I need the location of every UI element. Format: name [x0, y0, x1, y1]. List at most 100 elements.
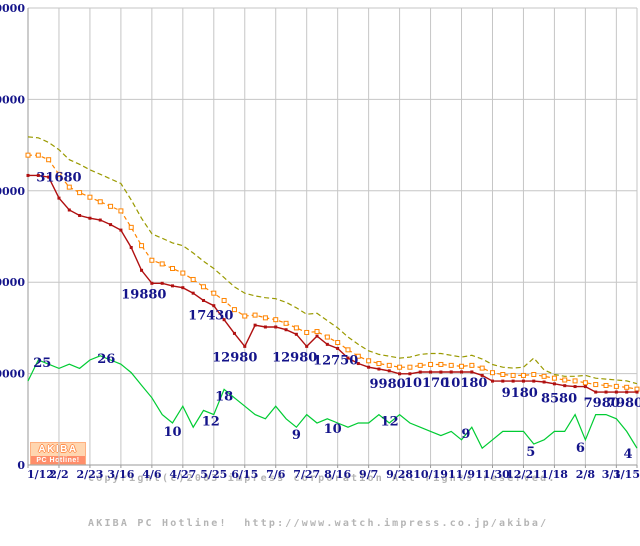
lowest-price-value-label: 17430 — [188, 309, 233, 324]
lowest-price-marker — [532, 379, 536, 383]
average-price-marker — [314, 329, 320, 335]
lowest-price-marker — [325, 342, 329, 346]
x-axis-label: 4/27 — [169, 468, 196, 480]
average-price-marker — [469, 362, 475, 368]
average-price-marker — [448, 362, 454, 368]
x-axis-label: 6/15 — [231, 468, 258, 480]
average-price-marker — [97, 199, 103, 205]
average-price-marker — [500, 372, 506, 378]
average-price-marker — [386, 362, 392, 368]
lowest-price-marker — [88, 216, 92, 220]
lowest-price-marker — [552, 382, 556, 386]
y-axis-label: 20000 — [0, 276, 25, 289]
lowest-price-value-label: 31680 — [36, 170, 81, 185]
x-axis-label: 1/12 — [27, 468, 54, 480]
average-price-marker — [262, 315, 268, 321]
lowest-price-marker — [625, 390, 629, 394]
lowest-price-marker — [67, 208, 71, 212]
average-price-marker — [273, 317, 279, 323]
lowest-price-marker — [521, 379, 525, 383]
average-price-marker — [613, 383, 619, 389]
x-axis-label: 9/28 — [386, 468, 413, 480]
average-price-marker — [520, 372, 526, 378]
x-axis-label: 7/27 — [293, 468, 320, 480]
lowest-price-marker — [243, 344, 247, 348]
lowest-price-marker — [274, 325, 278, 329]
lowest-price-marker — [171, 284, 175, 288]
average-price-marker — [397, 364, 403, 370]
average-price-marker — [293, 325, 299, 331]
shop-count-value-label: 4 — [623, 447, 632, 462]
lowest-price-marker — [563, 384, 567, 388]
average-price-marker — [77, 190, 83, 196]
y-axis-label: 30000 — [0, 185, 25, 198]
average-price-marker — [376, 361, 382, 367]
average-price-marker — [190, 276, 196, 282]
lowest-price-marker — [263, 325, 267, 329]
lowest-price-marker — [26, 173, 30, 177]
average-price-marker — [149, 257, 155, 263]
average-price-marker — [531, 372, 537, 378]
x-axis-label: 2/8 — [576, 468, 596, 480]
lowest-price-marker — [119, 228, 123, 232]
lowest-price-marker — [98, 218, 102, 222]
lowest-price-marker — [47, 175, 51, 179]
shop-count-value-label: 12 — [202, 415, 220, 430]
lowest-price-value-label: 19880 — [121, 287, 166, 302]
x-axis-label: 11/30 — [475, 468, 510, 480]
lowest-price-marker — [305, 344, 309, 348]
lowest-price-value-label: 7980 — [584, 396, 620, 411]
copyright-line1: Copyright(c)2003 impress corporation All… — [88, 473, 557, 484]
lowest-price-marker — [594, 390, 598, 394]
average-price-marker — [170, 265, 176, 271]
lowest-price-marker — [129, 245, 133, 249]
average-price-marker — [335, 340, 341, 346]
average-price-marker — [283, 320, 289, 326]
lowest-price-marker — [78, 213, 82, 217]
average-price-marker — [211, 290, 217, 296]
shop-count-line — [27, 355, 638, 450]
x-axis-label: 9/7 — [359, 468, 378, 480]
shop-count-value-label: 25 — [33, 356, 51, 371]
average-price-marker — [562, 377, 568, 383]
average-price-marker — [603, 382, 609, 388]
x-axis-label: 3/16 — [107, 468, 134, 480]
y-axis-label: 0 — [17, 459, 25, 472]
average-price-marker — [438, 361, 444, 367]
lowest-price-marker — [160, 281, 164, 285]
lowest-price-marker — [501, 379, 505, 383]
average-price-marker — [572, 378, 578, 384]
average-price-marker — [551, 375, 557, 381]
lowest-price-marker — [367, 365, 371, 369]
average-price-marker — [242, 313, 248, 319]
lowest-price-marker — [284, 328, 288, 332]
lowest-price-marker — [635, 390, 639, 394]
lowest-price-value-label: 12750 — [313, 353, 358, 368]
average-price-marker — [231, 307, 237, 313]
lowest-price-marker — [573, 385, 577, 389]
x-axis-label: 5/25 — [200, 468, 227, 480]
x-axis-label: 1/18 — [541, 468, 568, 480]
average-price-marker — [541, 373, 547, 379]
lowest-price-line — [28, 174, 637, 393]
lowest-price-value-label: 10180 — [442, 376, 487, 391]
lowest-price-marker — [480, 373, 484, 377]
lowest-price-marker — [109, 223, 113, 227]
average-price-marker — [593, 382, 599, 388]
lowest-price-marker — [336, 346, 340, 350]
average-price-marker — [366, 358, 372, 364]
lowest-price-marker — [36, 173, 40, 177]
lowest-price-marker — [449, 370, 453, 374]
lowest-price-value-label: 9180 — [502, 386, 538, 401]
lowest-price-value-label: 9980 — [369, 377, 405, 392]
average-price-marker — [582, 380, 588, 386]
x-axis-label: 2/23 — [76, 468, 103, 480]
average-price-marker — [304, 329, 310, 335]
lowest-price-marker — [150, 281, 154, 285]
shop-count-value-label: 18 — [215, 389, 233, 404]
lowest-price-marker — [346, 356, 350, 360]
lowest-price-marker — [408, 372, 412, 376]
lowest-price-marker — [294, 332, 298, 336]
average-price-marker — [407, 364, 413, 370]
